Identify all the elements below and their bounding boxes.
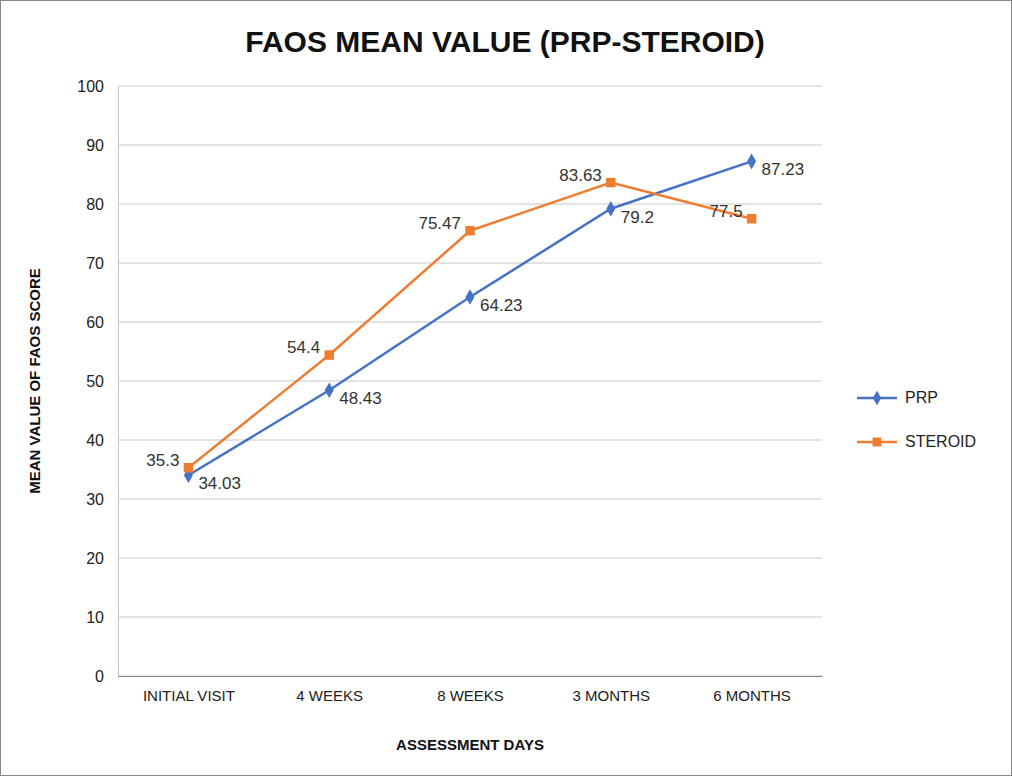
y-tick: 100	[77, 78, 118, 95]
series-marker	[747, 154, 756, 170]
grid-line	[118, 263, 822, 264]
x-tick-label: INITIAL VISIT	[143, 687, 235, 704]
series-marker	[325, 382, 334, 398]
data-label: 48.43	[339, 389, 382, 408]
grid-line	[118, 499, 822, 500]
x-tick-label: 3 MONTHS	[573, 687, 651, 704]
y-tick-label: 50	[86, 373, 104, 390]
x-tick: 6 MONTHS	[713, 676, 791, 704]
x-tick-label: 8 WEEKS	[437, 687, 504, 704]
data-label: 75.47	[418, 214, 461, 233]
legend-label: PRP	[905, 389, 938, 406]
y-tick: 20	[86, 550, 118, 567]
y-tick-label: 20	[86, 550, 104, 567]
series-marker	[606, 178, 615, 187]
y-tick: 90	[86, 137, 118, 154]
y-tick-label: 90	[86, 137, 104, 154]
y-tick-label: 0	[95, 668, 104, 685]
x-tick: INITIAL VISIT	[143, 676, 235, 704]
data-label: 54.4	[287, 338, 320, 357]
data-label: 35.3	[146, 451, 179, 470]
y-tick: 60	[86, 314, 118, 331]
y-tick-label: 40	[86, 432, 104, 449]
y-tick: 10	[86, 609, 118, 626]
x-tick: 4 WEEKS	[296, 676, 363, 704]
series-marker	[465, 226, 474, 235]
series-marker	[606, 201, 615, 217]
y-tick-label: 60	[86, 314, 104, 331]
title: FAOS MEAN VALUE (PRP-STEROID)	[245, 25, 764, 58]
y-tick: 0	[95, 668, 118, 685]
data-label: 77.5	[710, 202, 743, 221]
y-tick: 50	[86, 373, 118, 390]
y-axis-title: MEAN VALUE OF FAOS SCORE	[26, 268, 43, 494]
x-axis-line	[119, 676, 823, 677]
y-tick-label: 70	[86, 255, 104, 272]
y-tick-label: 100	[77, 78, 104, 95]
chart: 0 10 20 30 40 50 60 70 80 90 100 INITIAL VISIT 4 WEE…	[0, 0, 1012, 776]
series-marker	[324, 350, 333, 359]
y-tick: 30	[86, 491, 118, 508]
grid-line	[118, 381, 822, 382]
y-axis: 0 10 20 30 40 50 60 70 80 90 100	[77, 78, 118, 685]
grid-line	[118, 322, 822, 323]
x-tick-label: 4 WEEKS	[296, 687, 363, 704]
data-label: 64.23	[480, 296, 523, 315]
background	[1, 1, 1012, 776]
y-tick-label: 10	[86, 609, 104, 626]
x-tick: 3 MONTHS	[573, 676, 651, 704]
grid-line	[118, 676, 822, 677]
data-label: 79.2	[621, 208, 654, 227]
y-tick: 70	[86, 255, 118, 272]
y-tick: 40	[86, 432, 118, 449]
x-tick-label: 6 MONTHS	[713, 687, 791, 704]
y-tick-label: 30	[86, 491, 104, 508]
data-label: 87.23	[762, 160, 805, 179]
legend: PRP STEROID	[857, 389, 976, 450]
legend-marker	[873, 438, 882, 447]
series-marker	[466, 289, 475, 305]
grid-line	[118, 145, 822, 146]
x-axis: INITIAL VISIT 4 WEEKS 8 WEEKS 3 MONTHS 6 MON…	[119, 676, 823, 704]
y-axis-line	[118, 87, 119, 677]
series-line	[188, 183, 751, 468]
grid-line	[118, 86, 822, 87]
x-tick: 8 WEEKS	[437, 676, 504, 704]
series-group	[184, 154, 757, 483]
grid-line	[118, 558, 822, 559]
grid-line	[118, 617, 822, 618]
y-tick-label: 80	[86, 196, 104, 213]
grid	[118, 86, 822, 676]
legend-item: STEROID	[857, 433, 976, 450]
series-marker	[184, 463, 193, 472]
series-marker	[747, 214, 756, 223]
legend-item: PRP	[857, 389, 938, 406]
data-label: 34.03	[198, 474, 241, 493]
legend-marker	[873, 391, 881, 405]
data-labels: 34.03 48.43 64.23 79.2 87.23 35.3 54.4 75.47 83.…	[146, 160, 804, 493]
legend-label: STEROID	[905, 433, 976, 450]
data-label: 83.63	[559, 166, 602, 185]
x-axis-title: ASSESSMENT DAYS	[396, 736, 544, 753]
series-line	[188, 161, 751, 475]
y-tick: 80	[86, 196, 118, 213]
